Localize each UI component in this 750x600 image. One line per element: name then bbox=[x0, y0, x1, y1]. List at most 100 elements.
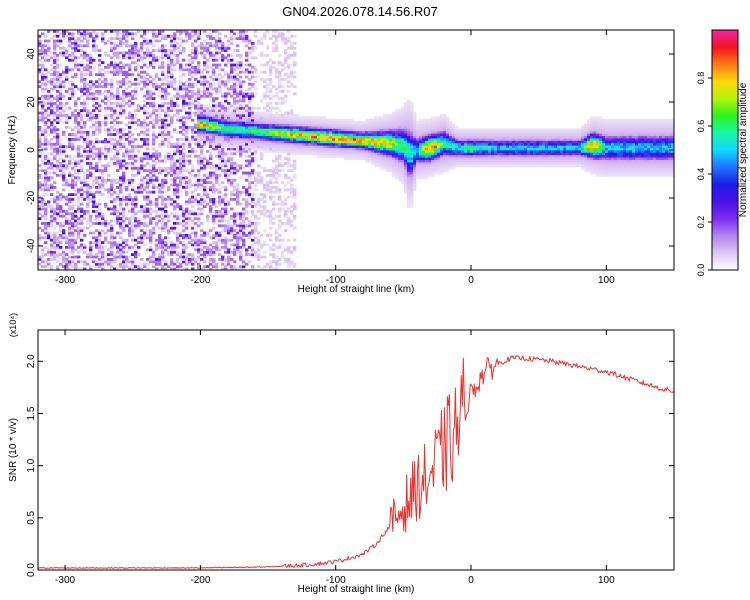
heatmap-cell bbox=[230, 87, 234, 91]
heatmap-cell bbox=[236, 114, 240, 117]
heatmap-cell bbox=[86, 130, 90, 134]
heatmap-cell bbox=[245, 253, 249, 256]
heatmap-cell bbox=[269, 145, 273, 148]
heatmap-cell bbox=[191, 226, 195, 230]
heatmap-cell bbox=[254, 205, 258, 208]
heatmap-cell bbox=[125, 150, 129, 153]
heatmap-cell bbox=[368, 123, 372, 127]
heatmap-cell bbox=[329, 135, 333, 139]
heatmap-cell bbox=[161, 123, 165, 127]
heatmap-cell bbox=[248, 92, 252, 96]
heatmap-cell bbox=[95, 238, 99, 242]
heatmap-cell bbox=[200, 250, 204, 254]
heatmap-cell bbox=[377, 142, 381, 146]
heatmap-cell bbox=[269, 114, 273, 117]
heatmap-cell bbox=[347, 121, 351, 124]
heatmap-cell bbox=[248, 231, 252, 235]
heatmap-cell bbox=[248, 181, 252, 184]
heatmap-cell bbox=[281, 99, 285, 103]
heatmap-cell bbox=[272, 171, 276, 175]
heatmap-cell bbox=[146, 195, 150, 199]
heatmap-cell bbox=[152, 44, 156, 48]
heatmap-cell bbox=[308, 140, 312, 144]
heatmap-cell bbox=[83, 78, 87, 81]
heatmap-cell bbox=[143, 214, 147, 218]
heatmap-cell bbox=[98, 54, 102, 57]
heatmap-cell bbox=[62, 210, 66, 213]
heatmap-cell bbox=[104, 128, 108, 132]
heatmap-cell bbox=[248, 121, 252, 124]
heatmap-cell bbox=[53, 150, 57, 153]
heatmap-cell bbox=[233, 135, 237, 139]
heatmap-cell bbox=[275, 128, 279, 132]
heatmap-cell bbox=[365, 159, 369, 163]
heatmap-cell bbox=[149, 80, 153, 84]
heatmap-cell bbox=[266, 90, 270, 93]
heatmap-cell bbox=[152, 135, 156, 139]
heatmap-cell bbox=[143, 109, 147, 112]
heatmap-cell bbox=[269, 90, 273, 93]
heatmap-cell bbox=[323, 118, 327, 122]
heatmap-cell bbox=[128, 219, 132, 223]
heatmap-cell bbox=[56, 260, 60, 264]
heatmap-cell bbox=[197, 30, 201, 33]
heatmap-cell bbox=[221, 54, 225, 57]
heatmap-cell bbox=[362, 152, 366, 156]
heatmap-cell bbox=[101, 99, 105, 103]
heatmap-cell bbox=[182, 133, 186, 136]
heatmap-cell bbox=[44, 162, 48, 165]
heatmap-cell bbox=[41, 61, 45, 64]
heatmap-cell bbox=[176, 190, 180, 194]
heatmap-cell bbox=[47, 258, 51, 261]
heatmap-cell bbox=[233, 90, 237, 93]
heatmap-cell bbox=[185, 176, 189, 180]
heatmap-cell bbox=[92, 231, 96, 235]
heatmap-cell bbox=[38, 51, 42, 55]
heatmap-cell bbox=[260, 181, 264, 184]
heatmap-cell bbox=[260, 42, 264, 45]
heatmap-cell bbox=[131, 54, 135, 57]
heatmap-cell bbox=[203, 265, 207, 268]
heatmap-cell bbox=[233, 106, 237, 110]
heatmap-cell bbox=[197, 142, 201, 146]
heatmap-cell bbox=[80, 166, 84, 170]
heatmap-cell bbox=[83, 147, 87, 151]
heatmap-cell bbox=[350, 123, 354, 127]
heatmap-cell bbox=[71, 234, 75, 237]
heatmap-cell bbox=[95, 243, 99, 247]
heatmap-cell bbox=[65, 116, 69, 120]
heatmap-cell bbox=[143, 54, 147, 57]
heatmap-cell bbox=[98, 202, 102, 206]
heatmap-cell bbox=[161, 159, 165, 163]
heatmap-cell bbox=[251, 212, 255, 216]
heatmap-cell bbox=[182, 181, 186, 184]
heatmap-cell bbox=[95, 265, 99, 268]
heatmap-cell bbox=[119, 188, 123, 192]
heatmap-cell bbox=[314, 128, 318, 132]
heatmap-cell bbox=[236, 267, 240, 270]
heatmap-cell bbox=[230, 126, 234, 129]
heatmap-cell bbox=[95, 205, 99, 208]
heatmap-cell bbox=[284, 258, 288, 261]
heatmap-cell bbox=[275, 87, 279, 91]
heatmap-cell bbox=[167, 80, 171, 84]
heatmap-cell bbox=[134, 267, 138, 270]
heatmap-cell bbox=[263, 186, 267, 189]
heatmap-cell bbox=[122, 238, 126, 242]
heatmap-cell bbox=[62, 214, 66, 218]
heatmap-cell bbox=[188, 186, 192, 189]
heatmap-cell bbox=[53, 85, 57, 88]
heatmap-cell bbox=[338, 140, 342, 144]
heatmap-cell bbox=[125, 70, 129, 74]
heatmap-cell bbox=[53, 51, 57, 55]
heatmap-cell bbox=[236, 183, 240, 187]
heatmap-cell bbox=[230, 145, 234, 148]
heatmap-cell bbox=[77, 260, 81, 264]
heatmap-cell bbox=[257, 121, 261, 124]
heatmap-cell bbox=[65, 114, 69, 117]
heatmap-cell bbox=[278, 61, 282, 64]
heatmap-cell bbox=[89, 142, 93, 146]
heatmap-cell bbox=[227, 46, 231, 50]
heatmap-cell bbox=[242, 133, 246, 136]
heatmap-cell bbox=[296, 140, 300, 144]
